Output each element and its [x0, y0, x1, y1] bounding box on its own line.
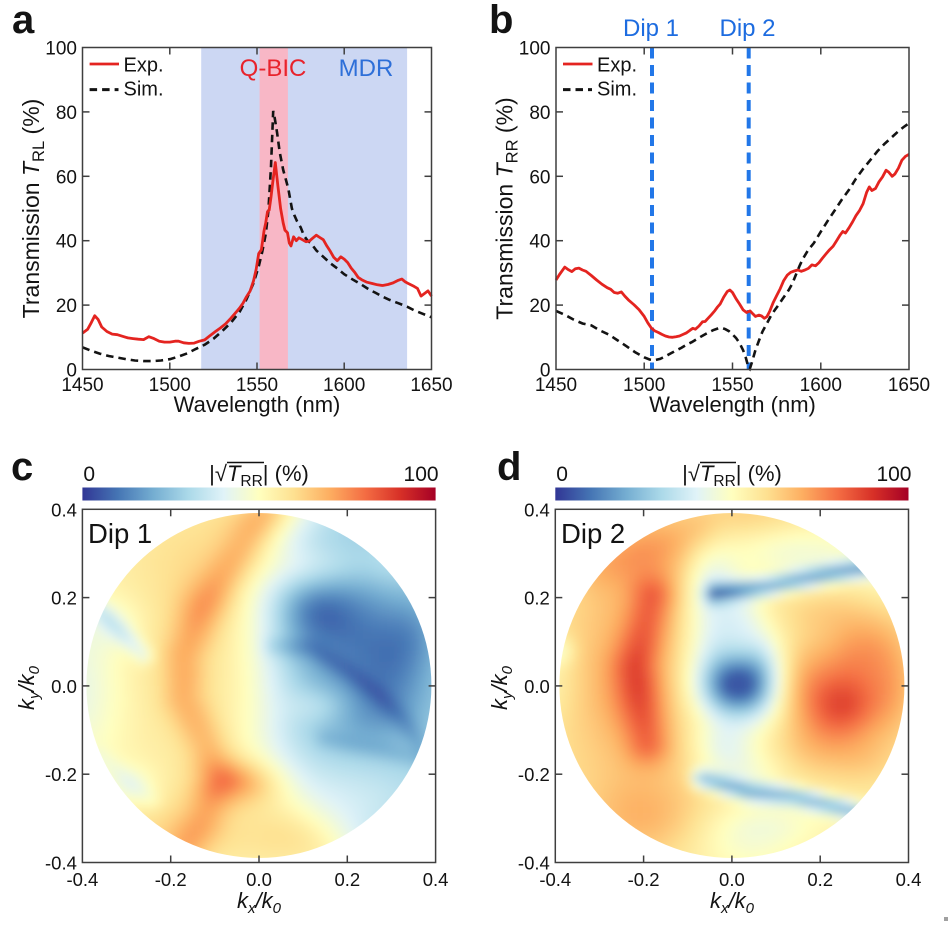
svg-text:0.0: 0.0 — [524, 676, 550, 697]
svg-text:-0.4: -0.4 — [539, 869, 571, 890]
svg-text:1600: 1600 — [323, 375, 365, 396]
svg-text:Dip 1: Dip 1 — [623, 15, 679, 42]
svg-text:ky/k0: ky/k0 — [487, 665, 516, 710]
svg-text:1450: 1450 — [61, 375, 103, 396]
svg-text:100: 100 — [519, 39, 551, 60]
svg-text:0.2: 0.2 — [334, 869, 360, 890]
svg-text:1500: 1500 — [149, 375, 191, 396]
svg-text:ky/k0: ky/k0 — [14, 665, 43, 710]
svg-text:-0.4: -0.4 — [66, 869, 98, 890]
svg-text:40: 40 — [56, 232, 77, 253]
svg-text:0.4: 0.4 — [896, 869, 922, 890]
svg-text:1450: 1450 — [535, 375, 577, 396]
svg-text:0.0: 0.0 — [51, 676, 77, 697]
svg-text:-0.2: -0.2 — [518, 764, 550, 785]
svg-text:1500: 1500 — [623, 375, 665, 396]
svg-text:Dip 2: Dip 2 — [719, 15, 775, 42]
svg-text:Sim.: Sim. — [597, 79, 637, 101]
svg-text:0: 0 — [83, 463, 95, 486]
svg-text:1650: 1650 — [888, 375, 930, 396]
svg-text:0.4: 0.4 — [423, 869, 449, 890]
svg-text:Transmission TRR (%): Transmission TRR (%) — [492, 97, 522, 319]
svg-text:60: 60 — [529, 167, 550, 188]
svg-text:-0.4: -0.4 — [518, 853, 550, 874]
svg-text:-0.4: -0.4 — [45, 853, 77, 874]
svg-text:Transmission TRL (%): Transmission TRL (%) — [18, 99, 48, 319]
svg-text:20: 20 — [56, 296, 77, 317]
svg-text:Q-BIC: Q-BIC — [240, 55, 307, 82]
svg-text:100: 100 — [876, 463, 911, 486]
svg-text:60: 60 — [56, 167, 77, 188]
svg-text:a: a — [12, 0, 35, 42]
svg-text:40: 40 — [529, 232, 550, 253]
svg-text:-0.2: -0.2 — [45, 764, 77, 785]
svg-text:Wavelength (nm): Wavelength (nm) — [174, 392, 341, 417]
svg-text:Dip 2: Dip 2 — [561, 518, 625, 549]
svg-text:1550: 1550 — [711, 375, 753, 396]
svg-text:d: d — [497, 445, 521, 489]
svg-text:-0.2: -0.2 — [155, 869, 187, 890]
svg-text:c: c — [11, 445, 33, 489]
svg-text:1650: 1650 — [410, 375, 452, 396]
svg-text:0.4: 0.4 — [51, 499, 77, 520]
svg-text:0: 0 — [540, 361, 551, 382]
svg-text:0.4: 0.4 — [524, 499, 550, 520]
svg-text:20: 20 — [529, 296, 550, 317]
svg-text:MDR: MDR — [339, 55, 394, 82]
svg-text:Exp.: Exp. — [124, 55, 164, 77]
svg-text:0.0: 0.0 — [246, 869, 272, 890]
svg-text:80: 80 — [529, 103, 550, 124]
svg-text:0.0: 0.0 — [719, 869, 745, 890]
svg-text:b: b — [489, 0, 513, 42]
svg-text:100: 100 — [45, 39, 77, 60]
svg-text:1550: 1550 — [236, 375, 278, 396]
svg-text:-0.2: -0.2 — [628, 869, 660, 890]
svg-text:Dip 1: Dip 1 — [88, 518, 152, 549]
svg-text:1600: 1600 — [800, 375, 842, 396]
svg-text:0.2: 0.2 — [524, 588, 550, 609]
svg-text:80: 80 — [56, 103, 77, 124]
svg-text:Exp.: Exp. — [597, 55, 637, 77]
svg-text:Wavelength (nm): Wavelength (nm) — [649, 392, 816, 417]
svg-text:Sim.: Sim. — [124, 79, 164, 101]
svg-text:0: 0 — [556, 463, 568, 486]
svg-text:100: 100 — [404, 463, 439, 486]
svg-text:0: 0 — [66, 361, 77, 382]
svg-text:0.2: 0.2 — [51, 588, 77, 609]
svg-text:0.2: 0.2 — [807, 869, 833, 890]
svg-text:kx/k0: kx/k0 — [237, 888, 282, 917]
